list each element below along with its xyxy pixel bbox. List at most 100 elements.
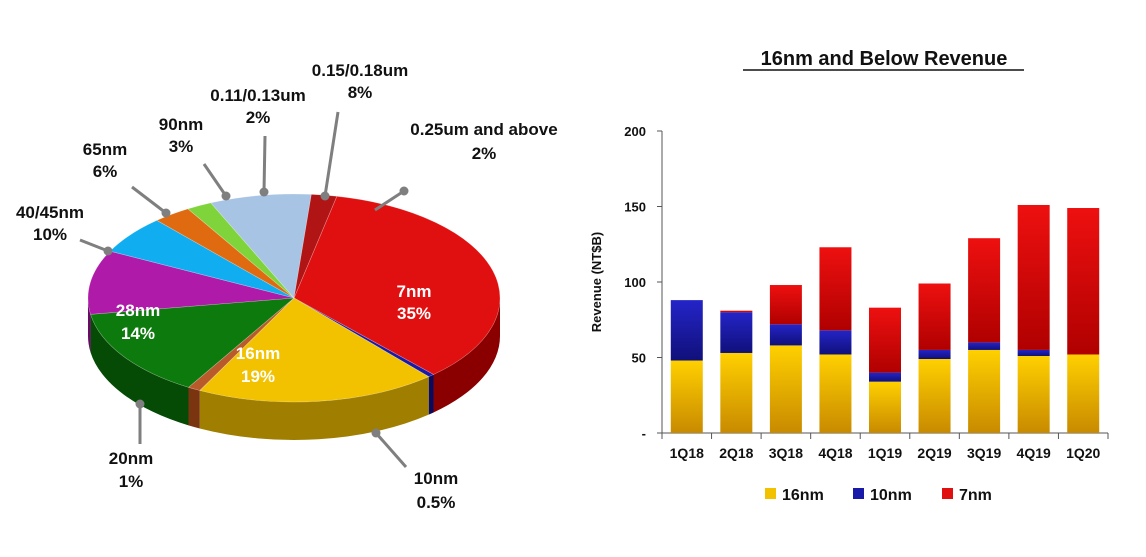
pie-label-name-28nm: 28nm: [116, 301, 160, 320]
pie-label-name-16nm: 16nm: [236, 344, 280, 363]
leader-line-0-11-0-13um: [262, 135, 267, 193]
pie-slice-10nm: [293, 297, 435, 378]
x-tick-label-3q18: 3Q18: [769, 445, 803, 461]
bar-16nm-1q18: [670, 360, 703, 433]
bar-16nm-3q19: [968, 349, 1001, 433]
bar-10nm-1q19: [869, 372, 901, 382]
bar-16nm-1q19: [869, 381, 901, 433]
pie-side-16nm: [199, 376, 429, 440]
leader-dot-0-15-0-18um: [320, 191, 330, 201]
pie-label-name-0.25um: 0.25um and above: [410, 120, 557, 139]
pie-label-value-65nm: 6%: [93, 162, 118, 181]
pie-slice-28nm: [90, 297, 295, 388]
pie-label-value-16nm: 19%: [241, 367, 275, 386]
leader-line-0-15-0-18um: [323, 111, 340, 197]
leader-dot-10nm: [371, 428, 381, 438]
bar-chart: 16nm and Below Revenue Revenue (NT$B) - 5…: [589, 48, 1109, 504]
pie-side-7nm: [433, 298, 500, 413]
bar-7nm-2q18: [720, 310, 753, 313]
bar-16nm-4q18: [819, 354, 852, 433]
y-tick-label: 150: [624, 200, 646, 215]
bar-10nm-4q19: [1017, 349, 1050, 356]
leader-line-65nm: [131, 185, 167, 215]
pie-label-value-20nm: 1%: [119, 472, 144, 491]
pie-label-value-0.11um: 2%: [246, 108, 271, 127]
x-tick-label-4q18: 4Q18: [818, 445, 852, 461]
leader-dot-65nm: [161, 208, 171, 218]
legend-swatch-7nm: [942, 488, 953, 499]
x-tick-label-2q18: 2Q18: [719, 445, 753, 461]
pie-label-value-0.25um: 2%: [472, 144, 497, 163]
leader-line-90nm: [202, 163, 228, 197]
pie-side-20nm: [188, 387, 200, 429]
x-tick-label-4q19: 4Q19: [1017, 445, 1051, 461]
x-tick-label-2q19: 2Q19: [917, 445, 951, 461]
pie-slice-16nm: [199, 297, 430, 403]
bar-7nm-1q20: [1067, 208, 1100, 355]
pie-label-name-20nm: 20nm: [109, 449, 153, 468]
pie-label-name-10nm: 10nm: [414, 469, 458, 488]
leader-dot-0-25um-and-above: [399, 186, 409, 196]
legend-swatch-16nm: [765, 488, 776, 499]
pie-label-value-28nm: 14%: [121, 324, 155, 343]
bar-10nm-2q19: [918, 349, 951, 360]
bar-10nm-4q18: [819, 330, 852, 355]
bar-16nm-4q19: [1017, 355, 1050, 433]
bar-7nm-3q18: [769, 285, 802, 325]
x-tick-label-1q20: 1Q20: [1066, 445, 1100, 461]
x-tick-label-3q19: 3Q19: [967, 445, 1001, 461]
y-tick-label: -: [642, 426, 646, 441]
y-tick-label: 50: [632, 351, 646, 366]
pie-label-name-90nm: 90nm: [159, 115, 203, 134]
pie-slice-20nm: [187, 297, 295, 391]
bar-10nm-2q18: [720, 312, 753, 353]
bar-7nm-1q19: [869, 307, 901, 373]
bar-7nm-2q19: [918, 283, 951, 350]
pie-label-name-40nm: 40/45nm: [16, 203, 84, 222]
leader-dot-90nm: [221, 191, 231, 201]
pie-side-28nm: [90, 314, 189, 426]
bar-10nm-3q19: [968, 342, 1001, 350]
bar-16nm-1q20: [1067, 354, 1100, 433]
pie-label-value-7nm: 35%: [397, 304, 431, 323]
x-tick-label-1q19: 1Q19: [868, 445, 902, 461]
pie-label-name-0.15um: 0.15/0.18um: [312, 61, 408, 80]
pie-label-name-0.11um: 0.11/0.13um: [210, 86, 305, 105]
leader-line-40-45nm: [79, 238, 109, 253]
pie-label-name-65nm: 65nm: [83, 140, 127, 159]
pie-label-value-40nm: 10%: [33, 225, 67, 244]
bar-legend: 16nm 10nm 7nm: [765, 487, 992, 504]
pie-side-10nm: [428, 374, 434, 415]
y-axis-label: Revenue (NT$B): [589, 232, 604, 332]
pie-slice-0-11-0-13um: [187, 202, 295, 299]
leader-line-10nm: [374, 432, 408, 468]
pie-labels: 0.25um and above 2% 0.15/0.18um 8% 0.11/…: [16, 61, 558, 512]
bar-7nm-4q18: [819, 247, 852, 331]
pie-label-value-0.15um: 8%: [348, 83, 373, 102]
y-tick-label: 200: [624, 124, 646, 139]
legend-label-7nm: 7nm: [959, 487, 992, 504]
leader-line-0-25um-and-above: [374, 189, 405, 212]
legend-label-16nm: 16nm: [782, 487, 824, 504]
bar-chart-title: 16nm and Below Revenue: [761, 48, 1008, 70]
pie-chart: [87, 193, 501, 440]
bar-16nm-2q19: [918, 359, 951, 433]
leader-dot-40-45nm: [103, 246, 113, 256]
leader-dot-0-11-0-13um: [259, 187, 269, 197]
bar-10nm-1q18: [670, 300, 703, 361]
legend-swatch-10nm: [853, 488, 864, 499]
bar-7nm-3q19: [968, 238, 1001, 343]
pie-side-40-45nm: [88, 298, 91, 353]
bar-7nm-4q19: [1017, 204, 1050, 350]
pie-label-value-10nm: 0.5%: [417, 493, 456, 512]
pie-label-name-7nm: 7nm: [397, 282, 432, 301]
bar-axes: - 50 100 150 200 1Q18 2Q18 3Q18 4Q18 1Q19 2Q19 3Q19…: [624, 124, 1109, 461]
bar-16nm-2q18: [720, 352, 753, 433]
x-tick-label-1q18: 1Q18: [670, 445, 704, 461]
bar-10nm-3q18: [769, 324, 802, 346]
legend-label-10nm: 10nm: [870, 487, 912, 504]
bar-16nm-3q18: [769, 345, 802, 433]
pie-slice-90nm: [156, 208, 295, 299]
pie-slice-0-15-0-18um: [210, 193, 312, 299]
